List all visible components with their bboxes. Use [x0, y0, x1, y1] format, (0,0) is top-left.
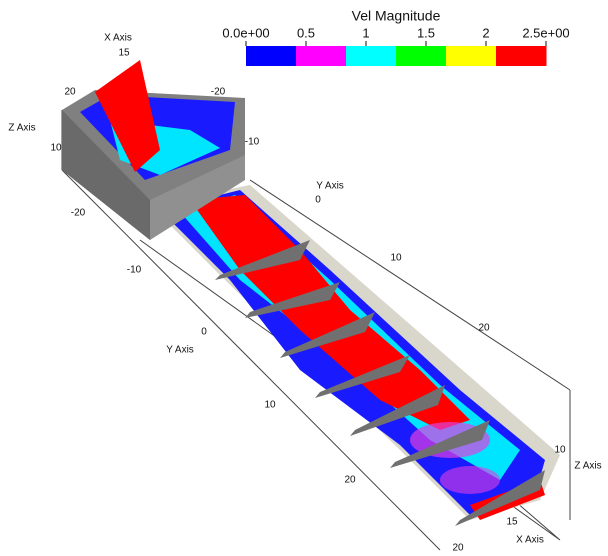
colorbar-tick-label: 2: [482, 25, 489, 40]
axis-label: X Axis: [516, 535, 544, 546]
axis-label: -20: [211, 87, 226, 98]
axis-label: 10: [50, 143, 62, 154]
colorbar-segment: [396, 46, 447, 66]
colorbar-tick-label: 0.0e+00: [222, 25, 269, 40]
axis-label: -10: [245, 137, 260, 148]
colorbar-segment: [446, 46, 497, 66]
colorbar-segment: [296, 46, 347, 66]
axis-label: 10: [264, 400, 276, 411]
axis-label: -20: [71, 208, 86, 219]
axis-label: 0: [201, 327, 207, 338]
axis-label: Y Axis: [316, 181, 344, 192]
axis-label: 15: [506, 517, 518, 528]
axis-label: 20: [344, 475, 356, 486]
axis-label: 0: [315, 195, 321, 206]
colorbar-segment: [346, 46, 397, 66]
axis-label: Z Axis: [574, 461, 601, 472]
colorbar-tick-label: 0.5: [297, 25, 315, 40]
axis-label: 10: [554, 445, 566, 456]
colorbar-title: Vel Magnitude: [352, 8, 441, 24]
colorbar: Vel Magnitude 0.0e+00 0.5 1 1.5 2 2.5e+00: [222, 8, 569, 66]
axis-label: X Axis: [104, 33, 132, 44]
colorbar-tick-label: 1: [362, 25, 369, 40]
axis-label: Z Axis: [8, 123, 35, 134]
axis-label: -10: [127, 265, 142, 276]
visualization: X Axis1520-20-10Z Axis10-20-100Y Axis102…: [0, 0, 608, 556]
axis-label: 15: [118, 48, 130, 59]
scene: [62, 60, 570, 550]
axis-label: 20: [478, 323, 490, 334]
axis-label: 20: [64, 87, 76, 98]
colorbar-tick-label: 2.5e+00: [522, 25, 569, 40]
colorbar-tick-label: 1.5: [417, 25, 435, 40]
axis-label: 10: [390, 253, 402, 264]
colorbar-segment: [246, 46, 297, 66]
axis-label: 20: [452, 543, 464, 554]
axis-label: Y Axis: [166, 345, 194, 356]
vortex: [440, 466, 500, 494]
colorbar-segment: [496, 46, 547, 66]
